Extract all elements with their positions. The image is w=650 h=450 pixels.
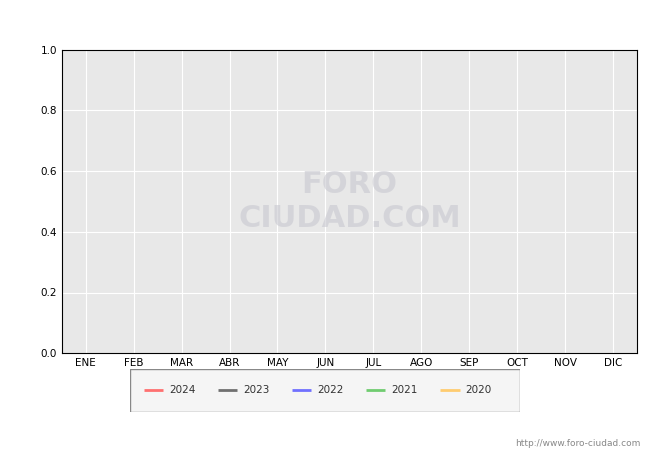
Text: 2023: 2023 (243, 385, 270, 396)
Text: FORO
CIUDAD.COM: FORO CIUDAD.COM (238, 170, 461, 233)
Text: Matriculaciones de Vehiculos en Riofrío del Llano: Matriculaciones de Vehiculos en Riofrío … (129, 16, 521, 31)
Text: 2021: 2021 (391, 385, 418, 396)
Text: 2022: 2022 (317, 385, 344, 396)
Text: http://www.foro-ciudad.com: http://www.foro-ciudad.com (515, 439, 640, 448)
Text: 2020: 2020 (465, 385, 491, 396)
Text: 2024: 2024 (169, 385, 196, 396)
